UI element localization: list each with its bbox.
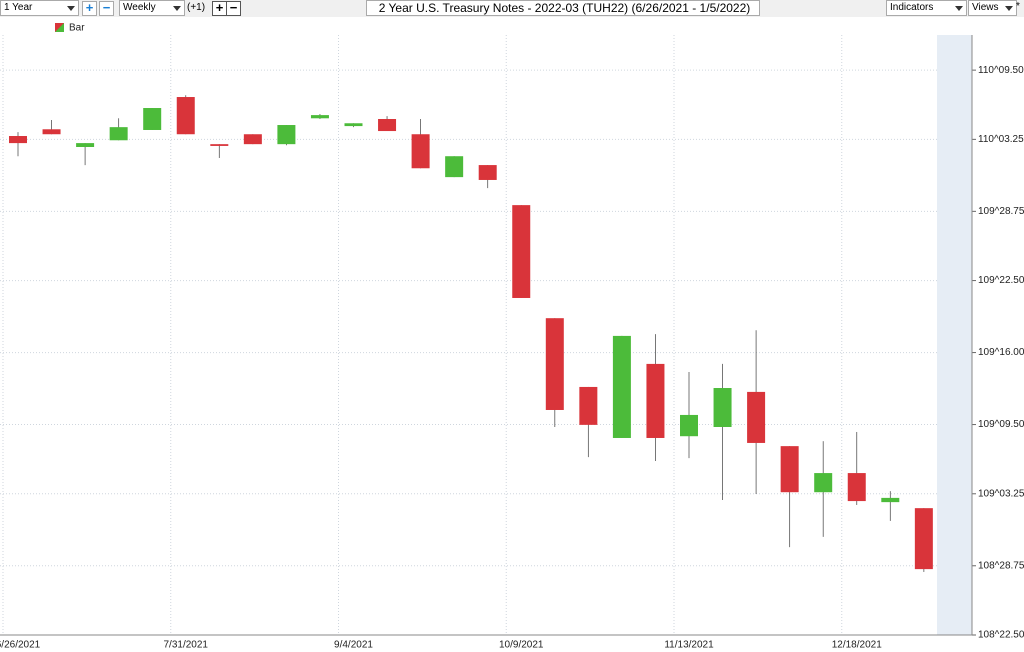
- candle-body: [143, 108, 162, 130]
- y-tick-label: 108^28.75: [978, 560, 1024, 571]
- candle-body: [914, 508, 933, 570]
- y-tick-label: 109^16.00: [978, 347, 1024, 358]
- candle-body: [277, 125, 296, 145]
- candle-body: [9, 136, 27, 144]
- legend-icon-up: [55, 23, 64, 32]
- candle-body: [378, 118, 397, 132]
- candle-body: [109, 127, 128, 141]
- x-tick-label: 9/4/2021: [334, 640, 373, 651]
- views-button[interactable]: Views: [968, 0, 1017, 16]
- x-tick-label: 7/31/2021: [164, 640, 209, 651]
- candle-body: [512, 205, 531, 298]
- star[interactable]: *: [1016, 1, 1020, 12]
- toolbar: 1 Year + − Weekly (+1) + − 2 Year U.S. T…: [0, 0, 1024, 17]
- candle-body: [42, 129, 61, 135]
- candle-body: [680, 414, 698, 437]
- candle-body: [814, 473, 833, 493]
- candle-body: [713, 388, 732, 427]
- candle-body: [210, 144, 229, 146]
- y-tick-label: 109^28.75: [978, 206, 1024, 217]
- candle-body: [612, 335, 631, 438]
- candle-body: [310, 115, 329, 119]
- indicators-button[interactable]: Indicators: [886, 0, 967, 16]
- offset-label: (+1): [187, 2, 206, 13]
- x-tick-label: 12/18/2021: [832, 640, 882, 651]
- candle-body: [243, 134, 262, 145]
- y-tick-label: 110^03.25: [978, 134, 1024, 145]
- candle-body: [747, 391, 766, 443]
- candle-body: [411, 134, 430, 169]
- candle-body: [545, 318, 564, 410]
- candle-body: [881, 497, 900, 503]
- y-tick-label: 109^09.50: [978, 419, 1024, 430]
- x-tick-label: 11/13/2021: [664, 640, 714, 651]
- zoom-out[interactable]: −: [99, 1, 114, 16]
- candle-body: [478, 165, 497, 180]
- candle-body: [344, 123, 363, 127]
- candle-body: [646, 363, 665, 438]
- y-tick-label: 109^03.25: [978, 488, 1024, 499]
- zoom-in[interactable]: +: [82, 1, 97, 16]
- offset-minus[interactable]: −: [226, 1, 241, 16]
- y-tick-label: 108^22.50: [978, 630, 1024, 641]
- candle-body: [176, 97, 195, 135]
- candle-body: [445, 156, 464, 178]
- x-tick-label: 10/9/2021: [499, 640, 544, 651]
- legend-label: Bar: [69, 23, 85, 34]
- range-select[interactable]: 1 Year: [0, 0, 79, 16]
- period-select[interactable]: Weekly: [119, 0, 185, 16]
- candle-body: [579, 386, 598, 425]
- candle-body: [76, 143, 95, 147]
- future-band: [937, 35, 972, 635]
- x-tick-label: 6/26/2021: [0, 640, 41, 651]
- candle-body: [847, 473, 866, 502]
- chart-title: 2 Year U.S. Treasury Notes - 2022-03 (TU…: [366, 0, 760, 16]
- y-tick-label: 109^22.50: [978, 275, 1024, 286]
- y-tick-label: 110^09.50: [978, 65, 1024, 76]
- candle-body: [780, 446, 799, 493]
